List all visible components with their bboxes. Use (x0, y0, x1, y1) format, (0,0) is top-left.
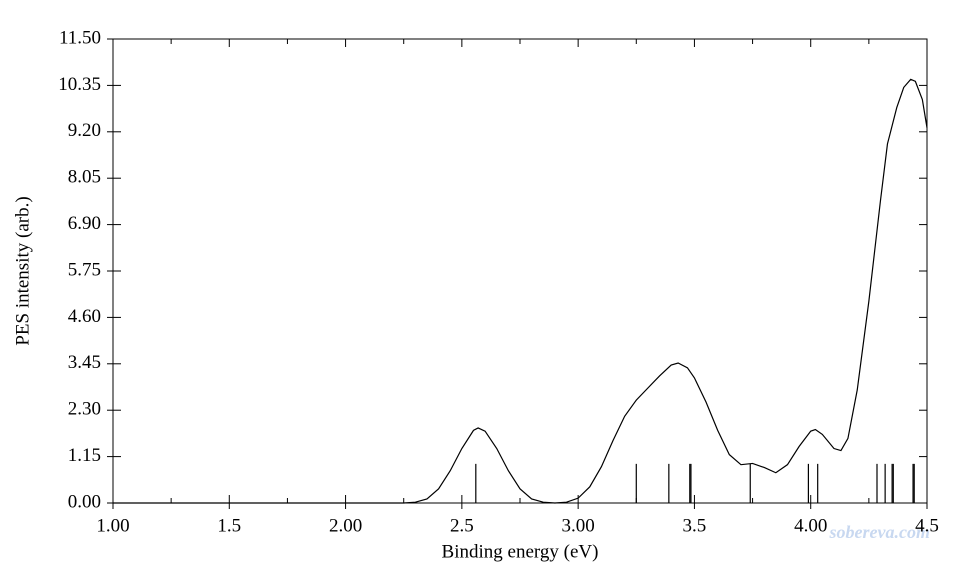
x-tick-label: 3.00 (562, 515, 595, 536)
y-tick-label: 5.75 (68, 259, 101, 280)
y-tick-label: 1.15 (68, 445, 101, 466)
x-tick-label: 2.00 (329, 515, 362, 536)
y-tick-label: 10.35 (58, 74, 101, 95)
y-tick-label: 8.05 (68, 167, 101, 188)
y-tick-label: 11.50 (59, 27, 101, 48)
x-tick-label: 3.5 (683, 515, 707, 536)
y-tick-label: 4.60 (68, 306, 101, 327)
y-tick-label: 9.20 (68, 120, 101, 141)
y-tick-label: 2.30 (68, 399, 101, 420)
y-tick-label: 3.45 (68, 352, 101, 373)
y-tick-label: 0.00 (68, 491, 101, 512)
y-tick-label: 6.90 (68, 213, 101, 234)
x-tick-label: 1.5 (217, 515, 241, 536)
watermark: sobereva.com (829, 522, 930, 542)
plot-frame (112, 38, 928, 504)
x-tick-label: 1.00 (96, 515, 129, 536)
y-axis-title: PES intensity (arb.) (12, 196, 33, 345)
x-tick-label: 4.00 (794, 515, 827, 536)
x-axis-title: Binding energy (eV) (442, 541, 599, 562)
x-tick-label: 2.5 (450, 515, 474, 536)
spectrum-line (113, 78, 928, 504)
x-tick-label: 4.5 (915, 515, 939, 536)
